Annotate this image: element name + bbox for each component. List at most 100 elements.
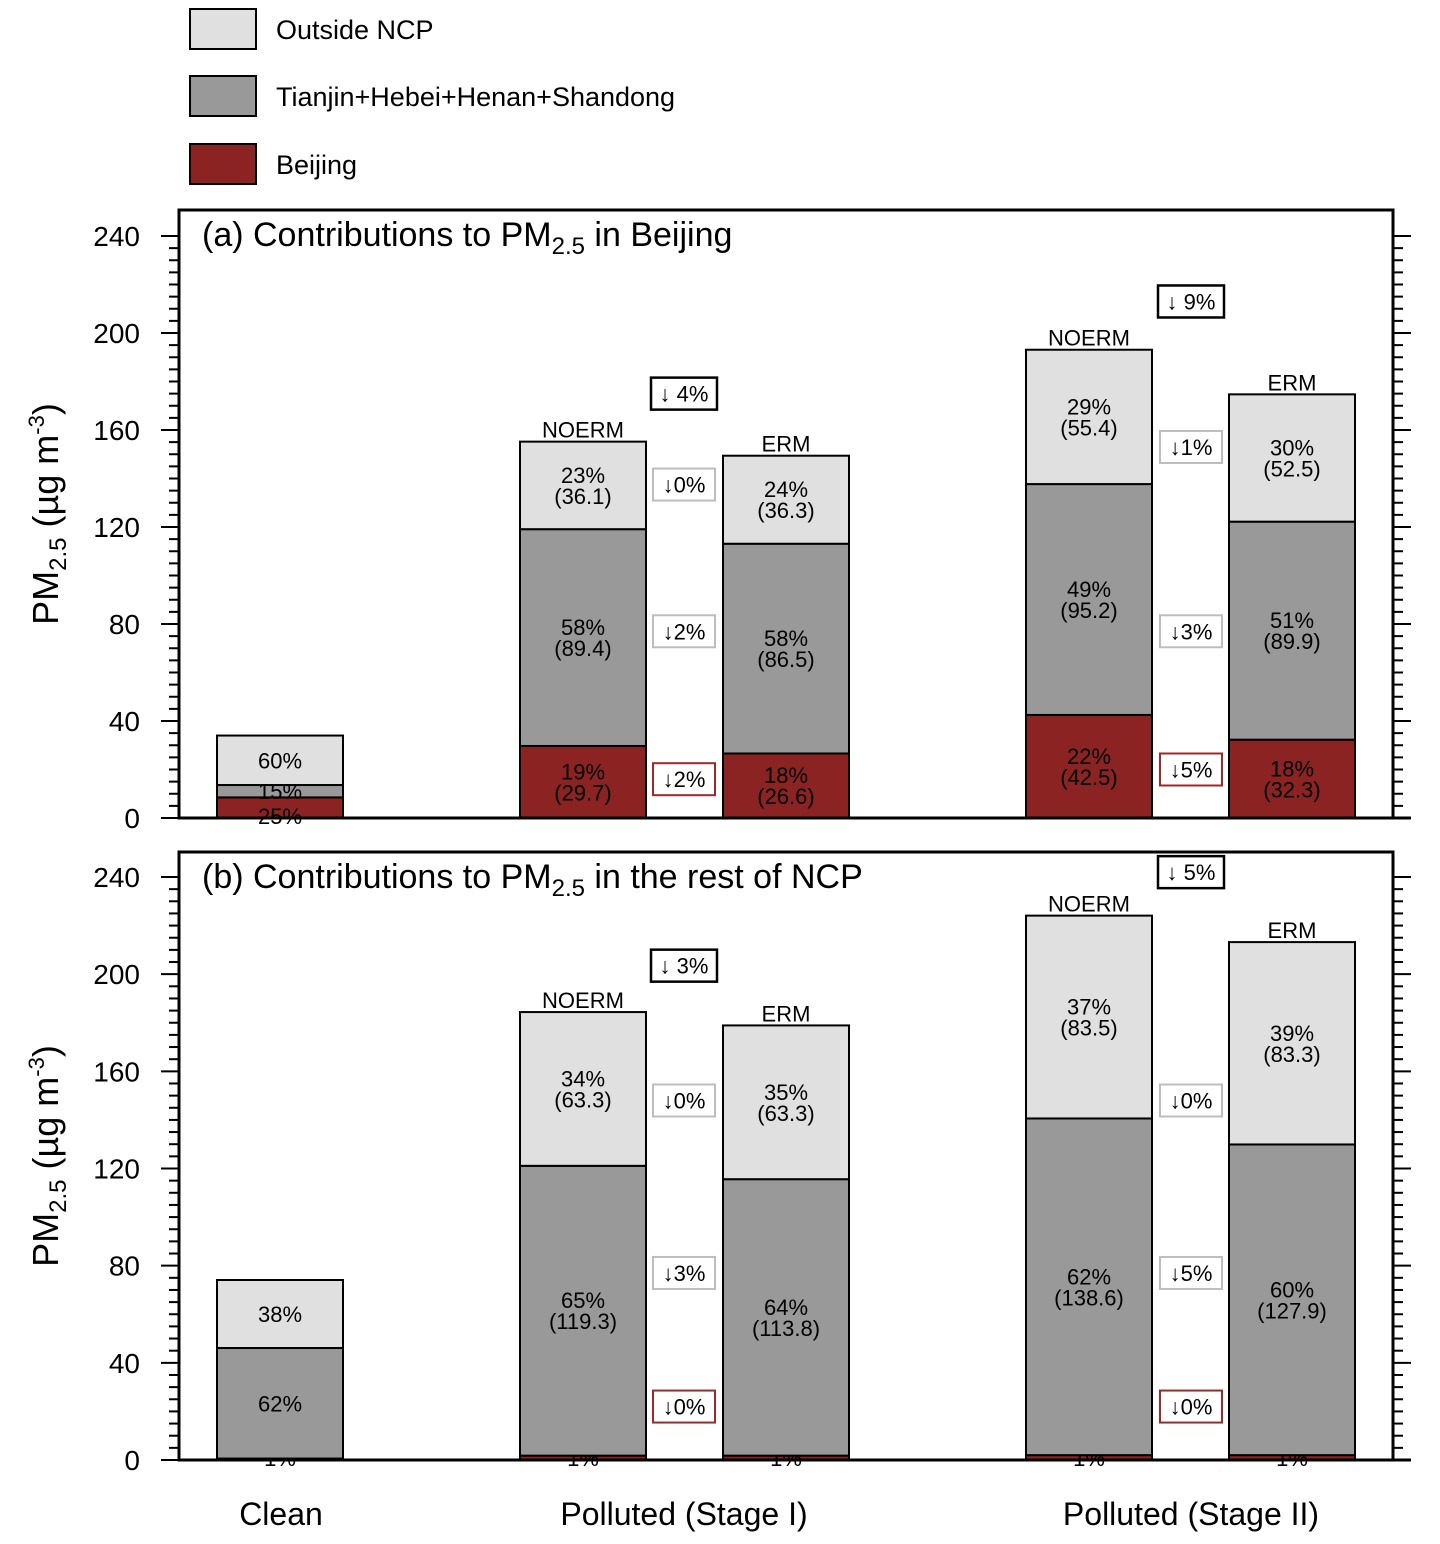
bar-segment-label-bj: (29.7) <box>554 780 611 805</box>
legend-label-outside: Outside NCP <box>276 15 434 45</box>
bar-3: 1%62%(138.6)37%(83.5)NOERM <box>1025 892 1153 1471</box>
bar-segment-label-outside: 39% <box>1270 1021 1314 1046</box>
bar-run-label: NOERM <box>542 418 624 443</box>
bar-segment-label-outside: 60% <box>258 748 302 773</box>
bar-segment-label-bj: (32.3) <box>1263 777 1320 802</box>
legend-swatch-bj <box>189 143 257 185</box>
bar-run-label: ERM <box>762 432 811 457</box>
change-box-frame <box>652 1389 716 1424</box>
legend-swatch-tj <box>189 75 257 117</box>
bar-segment-tj <box>519 528 647 747</box>
bar-segment-tj <box>216 1347 344 1460</box>
bar-run-label: NOERM <box>542 988 624 1013</box>
panel-title: (a) Contributions to PM2.5 in Beijing <box>202 216 732 260</box>
change-box-frame <box>1159 752 1223 787</box>
change-box-black: ↓ 9% <box>1156 284 1226 319</box>
change-box-frame <box>652 467 716 502</box>
change-box-frame <box>1156 854 1226 890</box>
bar-segment-outside <box>1228 393 1356 523</box>
ylabel-main: PM <box>25 571 66 625</box>
bar-0: 1%62%38% <box>216 1278 344 1471</box>
bar-segment-label-tj: 65% <box>561 1288 605 1313</box>
bar-segment-tj <box>1228 1143 1356 1457</box>
bar-segment-label-tj: 58% <box>764 626 808 651</box>
change-box-label: ↓0% <box>663 1088 706 1113</box>
bar-segment-outside <box>519 1011 647 1167</box>
bar-segment-label-outside: 35% <box>764 1080 808 1105</box>
title-suffix: in the rest of NCP <box>585 858 863 896</box>
bar-segment-label-outside: (63.3) <box>554 1087 611 1112</box>
title-main: (b) Contributions to PM <box>202 858 552 896</box>
bar-segment-label-tj: 60% <box>1270 1277 1314 1302</box>
title-suffix: in Beijing <box>585 216 732 254</box>
change-box-frame <box>652 1083 716 1118</box>
change-box-frame <box>1159 429 1223 464</box>
bar-segment-label-outside: 38% <box>258 1302 302 1327</box>
bar-4: 1%60%(127.9)39%(83.3)ERM <box>1228 918 1356 1471</box>
change-box-label: ↓2% <box>663 619 706 644</box>
bar-segment-label-bj: 19% <box>561 759 605 784</box>
ylabel-sub: 2.5 <box>45 1179 72 1212</box>
legend-label-bj: Beijing <box>276 150 357 180</box>
y-axis-label: PM2.5 (µg m-3) <box>24 403 72 625</box>
change-box-light: ↓1% <box>1159 429 1223 464</box>
change-box-light: ↓2% <box>652 614 716 649</box>
bar-segment-label-tj: 49% <box>1067 577 1111 602</box>
bar-segment-label-tj: (127.9) <box>1257 1298 1327 1323</box>
title-main: (a) Contributions to PM <box>202 216 552 254</box>
bar-segment-label-outside: 24% <box>764 477 808 502</box>
legend-swatch-outside <box>189 8 257 50</box>
bar-2: 1%64%(113.8)35%(63.3)ERM <box>722 1001 850 1471</box>
bar-segment-outside <box>216 1278 344 1350</box>
change-box-black: ↓ 3% <box>649 948 719 983</box>
change-box-frame <box>1156 284 1226 319</box>
y-tick-label: 120 <box>93 512 140 543</box>
bar-run-label: NOERM <box>1048 326 1130 351</box>
bar-run-label: ERM <box>762 1001 811 1026</box>
bar-segment-label-outside: (83.5) <box>1060 1016 1117 1041</box>
change-box-label: ↓ 9% <box>1167 289 1216 314</box>
change-box-label: ↓ 4% <box>660 382 709 407</box>
y-tick-label: 200 <box>93 959 140 990</box>
bar-segment-tj <box>519 1164 647 1457</box>
bar-segment-label-outside: (55.4) <box>1060 415 1117 440</box>
bar-segment-label-bj: (42.5) <box>1060 765 1117 790</box>
y-tick-label: 0 <box>124 1445 140 1476</box>
change-box-label: ↓3% <box>1170 619 1213 644</box>
bar-segment-label-bj: 18% <box>764 763 808 788</box>
bar-segment-label-tj: 58% <box>561 615 605 640</box>
y-tick-label: 40 <box>109 1348 140 1379</box>
change-box-black: ↓ 4% <box>649 376 719 411</box>
change-box-red: ↓0% <box>1159 1389 1223 1424</box>
change-box-black: ↓ 5% <box>1156 854 1226 890</box>
bar-segment-label-outside: (36.3) <box>757 498 814 523</box>
y-tick-label: 240 <box>93 221 140 252</box>
ylabel-unit: (µg m <box>25 1077 66 1180</box>
change-box-frame <box>652 614 716 649</box>
bar-segment-label-outside: 29% <box>1067 394 1111 419</box>
bar-segment-outside <box>519 440 647 531</box>
bar-segment-label-tj: 62% <box>258 1391 302 1416</box>
bar-segment-label-outside: (63.3) <box>757 1101 814 1126</box>
change-box-label: ↓5% <box>1170 758 1213 783</box>
change-box-light: ↓0% <box>652 1083 716 1118</box>
change-box-frame <box>1159 614 1223 649</box>
bar-segment-label-tj: 62% <box>1067 1264 1111 1289</box>
bar-segment-tj <box>1228 520 1356 741</box>
change-box-light: ↓0% <box>652 467 716 502</box>
title-sub: 2.5 <box>552 233 585 260</box>
bar-segment-label-tj: 51% <box>1270 608 1314 633</box>
bar-run-label: NOERM <box>1048 892 1130 917</box>
ylabel-main: PM <box>25 1213 66 1267</box>
change-box-label: ↓1% <box>1170 435 1213 460</box>
bar-segment-tj <box>722 542 850 755</box>
change-box-label: ↓3% <box>663 1261 706 1286</box>
y-tick-label: 40 <box>109 706 140 737</box>
y-tick-label: 240 <box>93 862 140 893</box>
x-category-label: Polluted (Stage II) <box>1063 1496 1319 1532</box>
change-box-frame <box>1159 1255 1223 1290</box>
bar-segment-label-outside: 23% <box>561 463 605 488</box>
bar-run-label: ERM <box>1268 918 1317 943</box>
